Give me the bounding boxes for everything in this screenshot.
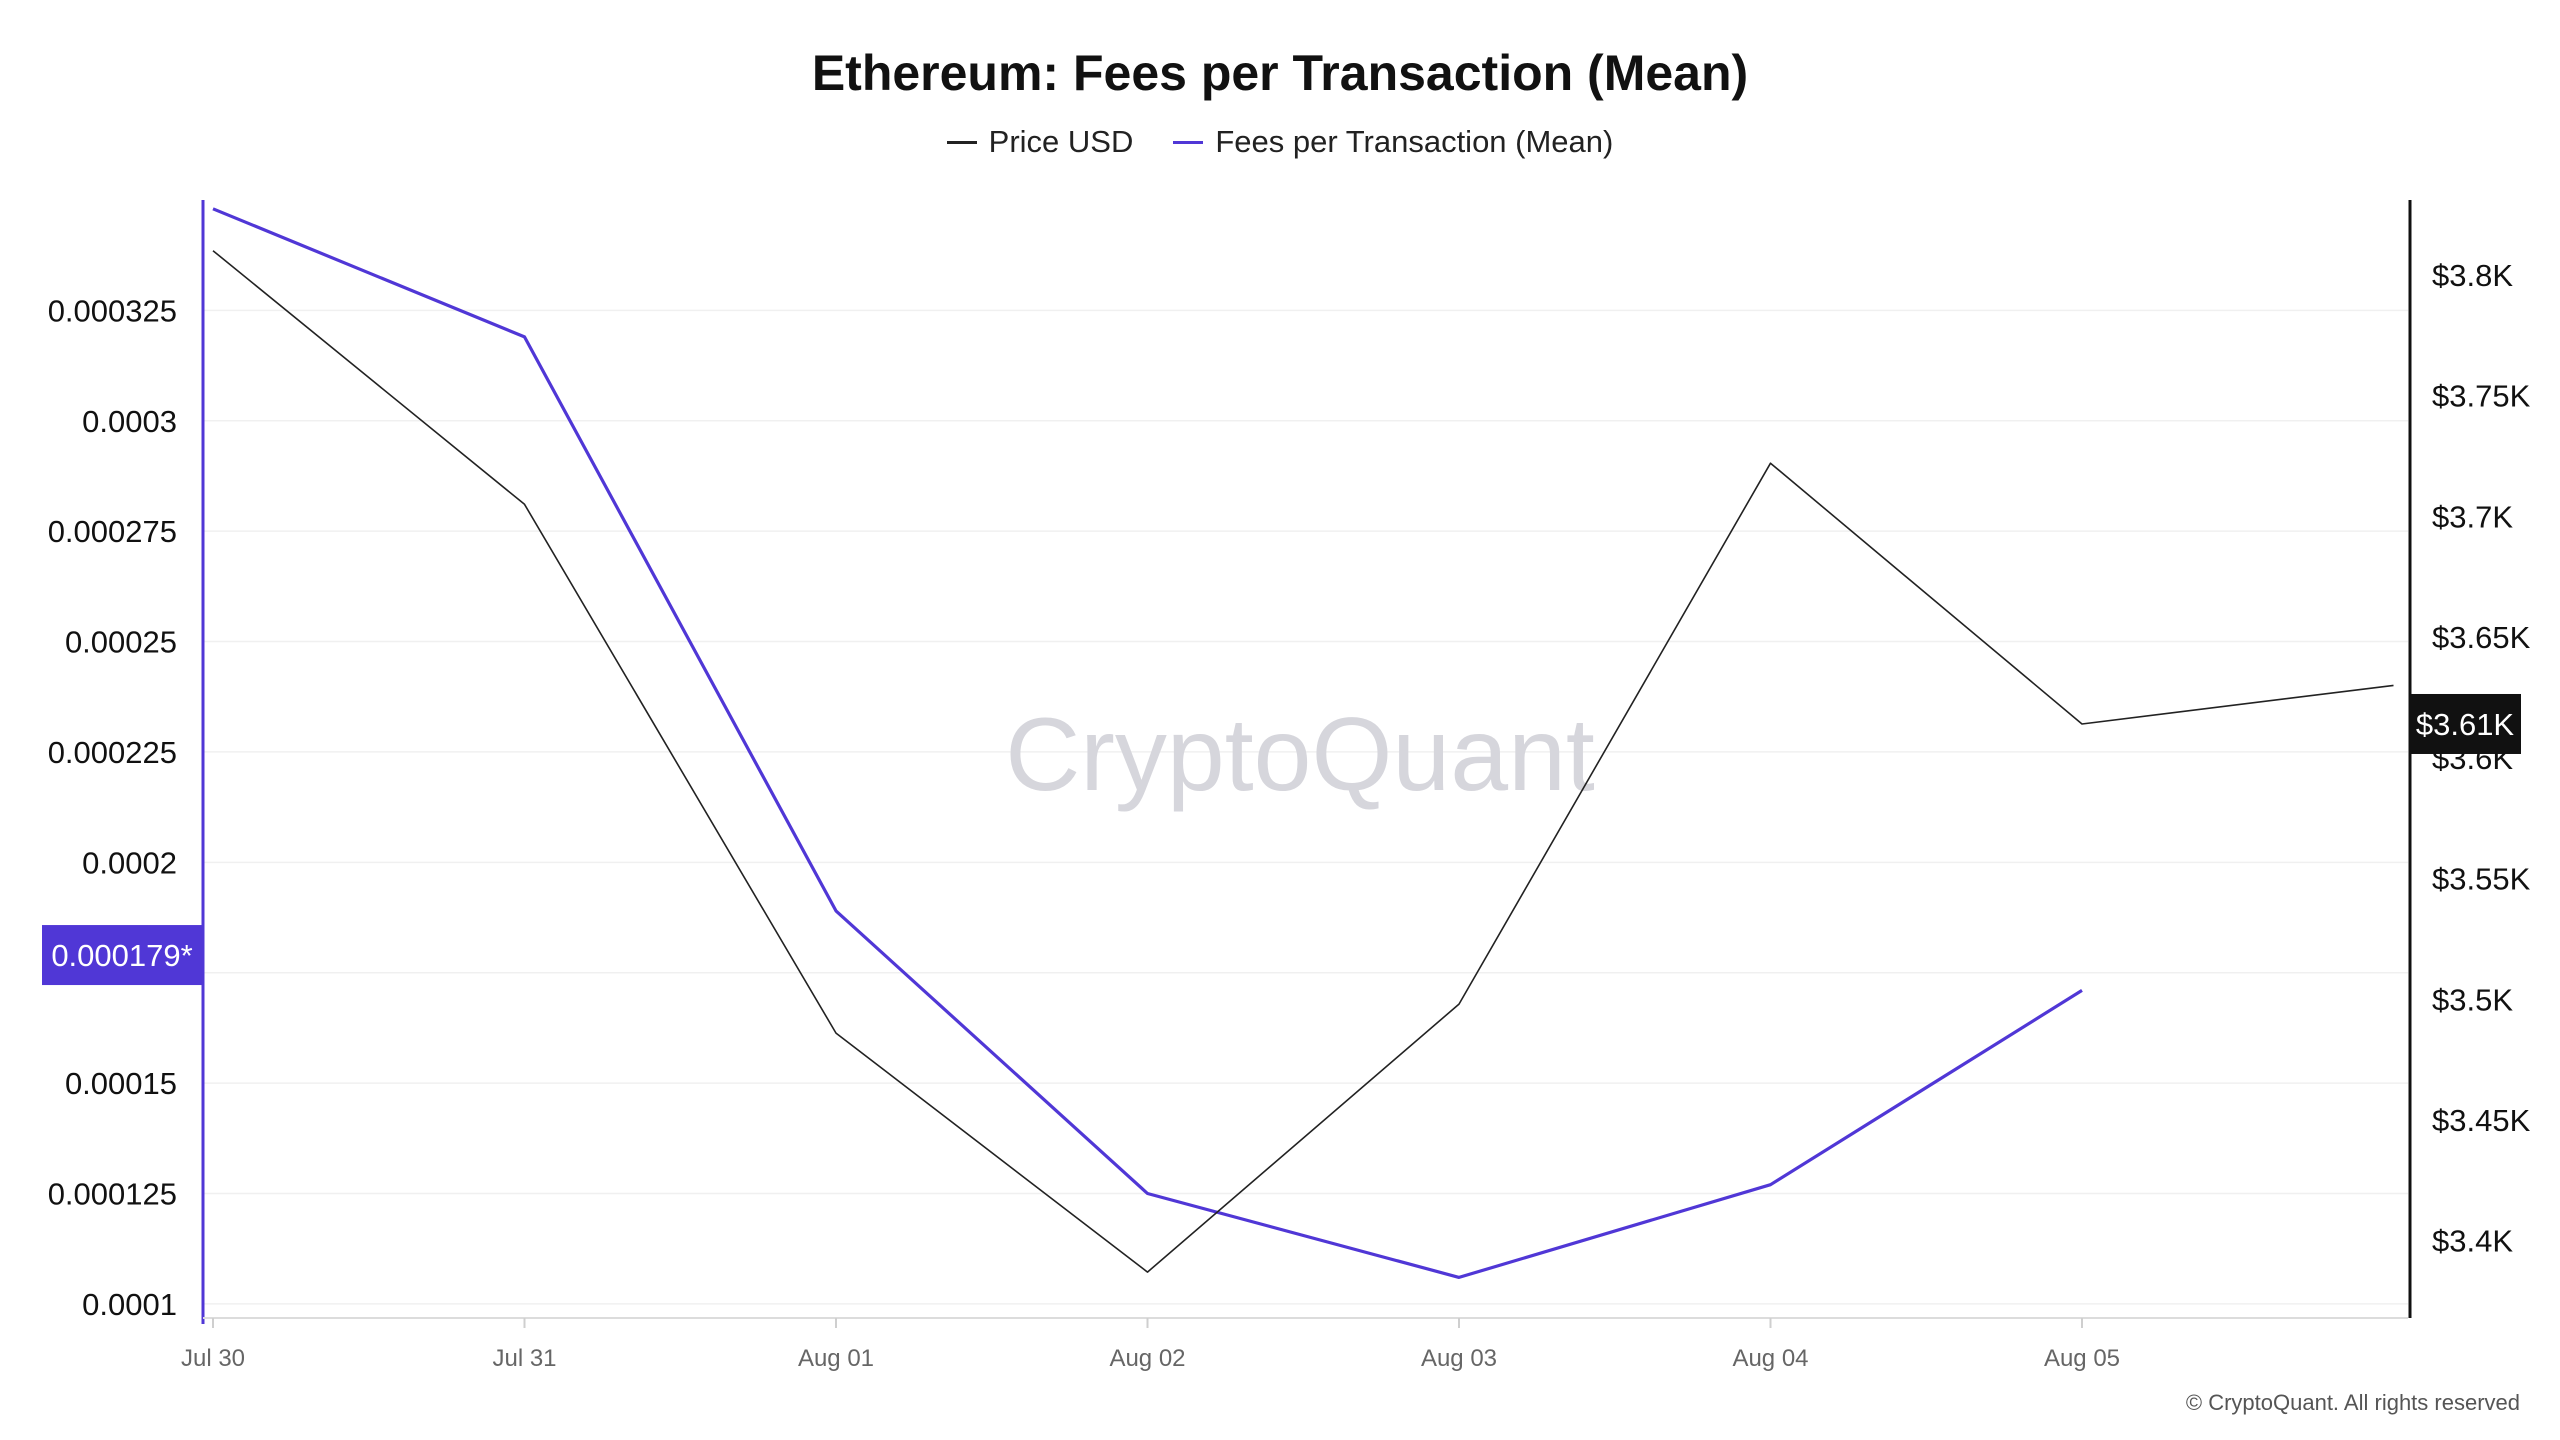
legend-item-price[interactable]: Price USD — [946, 124, 1134, 160]
x-tick-label-2: Aug 01 — [798, 1345, 874, 1372]
left-tick-label-4: 0.0002 — [82, 845, 177, 880]
left-tick-label-9: 0.000325 — [48, 293, 177, 328]
right-tick-label-1: $3.45K — [2432, 1103, 2531, 1138]
right-current-badge — [2409, 693, 2521, 754]
x-tick-label-3: Aug 02 — [1109, 1345, 1185, 1372]
legend-label-fees: Fees per Transaction (Mean) — [1215, 124, 1614, 159]
left-current-label: 0.000179* — [51, 938, 192, 973]
right-current-label: $3.61K — [2416, 707, 2515, 742]
series-line-fees — [212, 207, 2083, 1280]
x-tick-label-1: Jul 31 — [492, 1345, 556, 1372]
left-tick-label-2: 0.00015 — [65, 1066, 177, 1101]
right-tick-label-2: $3.5K — [2432, 982, 2513, 1017]
legend-swatch-fees — [1173, 140, 1204, 144]
left-tick-label-6: 0.00025 — [65, 625, 177, 660]
x-tick-label-4: Aug 03 — [1421, 1345, 1497, 1372]
copyright-notice: © CryptoQuant. All rights reserved — [2185, 1390, 2520, 1415]
watermark: CryptoQuant — [1005, 697, 1595, 813]
x-tick-label-5: Aug 04 — [1732, 1345, 1808, 1372]
chart-title: Ethereum: Fees per Transaction (Mean) — [811, 45, 1749, 101]
left-current-badge — [42, 925, 202, 986]
right-tick-label-0: $3.4K — [2432, 1224, 2513, 1259]
right-tick-label-3: $3.55K — [2432, 862, 2531, 897]
x-tick-label-0: Jul 30 — [181, 1345, 245, 1372]
chart-legend: Price USD Fees per Transaction (Mean) — [0, 124, 2560, 160]
series-line-price — [212, 250, 2394, 1273]
right-tick-label-7: $3.75K — [2432, 379, 2531, 414]
legend-item-fees[interactable]: Fees per Transaction (Mean) — [1173, 124, 1613, 160]
left-tick-label-0: 0.0001 — [82, 1287, 177, 1322]
left-tick-label-5: 0.000225 — [48, 735, 177, 770]
x-tick-label-6: Aug 05 — [2044, 1345, 2120, 1372]
left-tick-label-8: 0.0003 — [82, 404, 177, 439]
right-tick-label-8: $3.8K — [2432, 258, 2513, 293]
left-tick-label-1: 0.000125 — [48, 1176, 177, 1211]
legend-swatch-price — [946, 140, 977, 144]
left-tick-label-7: 0.000275 — [48, 514, 177, 549]
right-tick-label-6: $3.7K — [2432, 499, 2513, 534]
legend-label-price: Price USD — [988, 124, 1134, 159]
right-tick-label-5: $3.65K — [2432, 620, 2531, 655]
